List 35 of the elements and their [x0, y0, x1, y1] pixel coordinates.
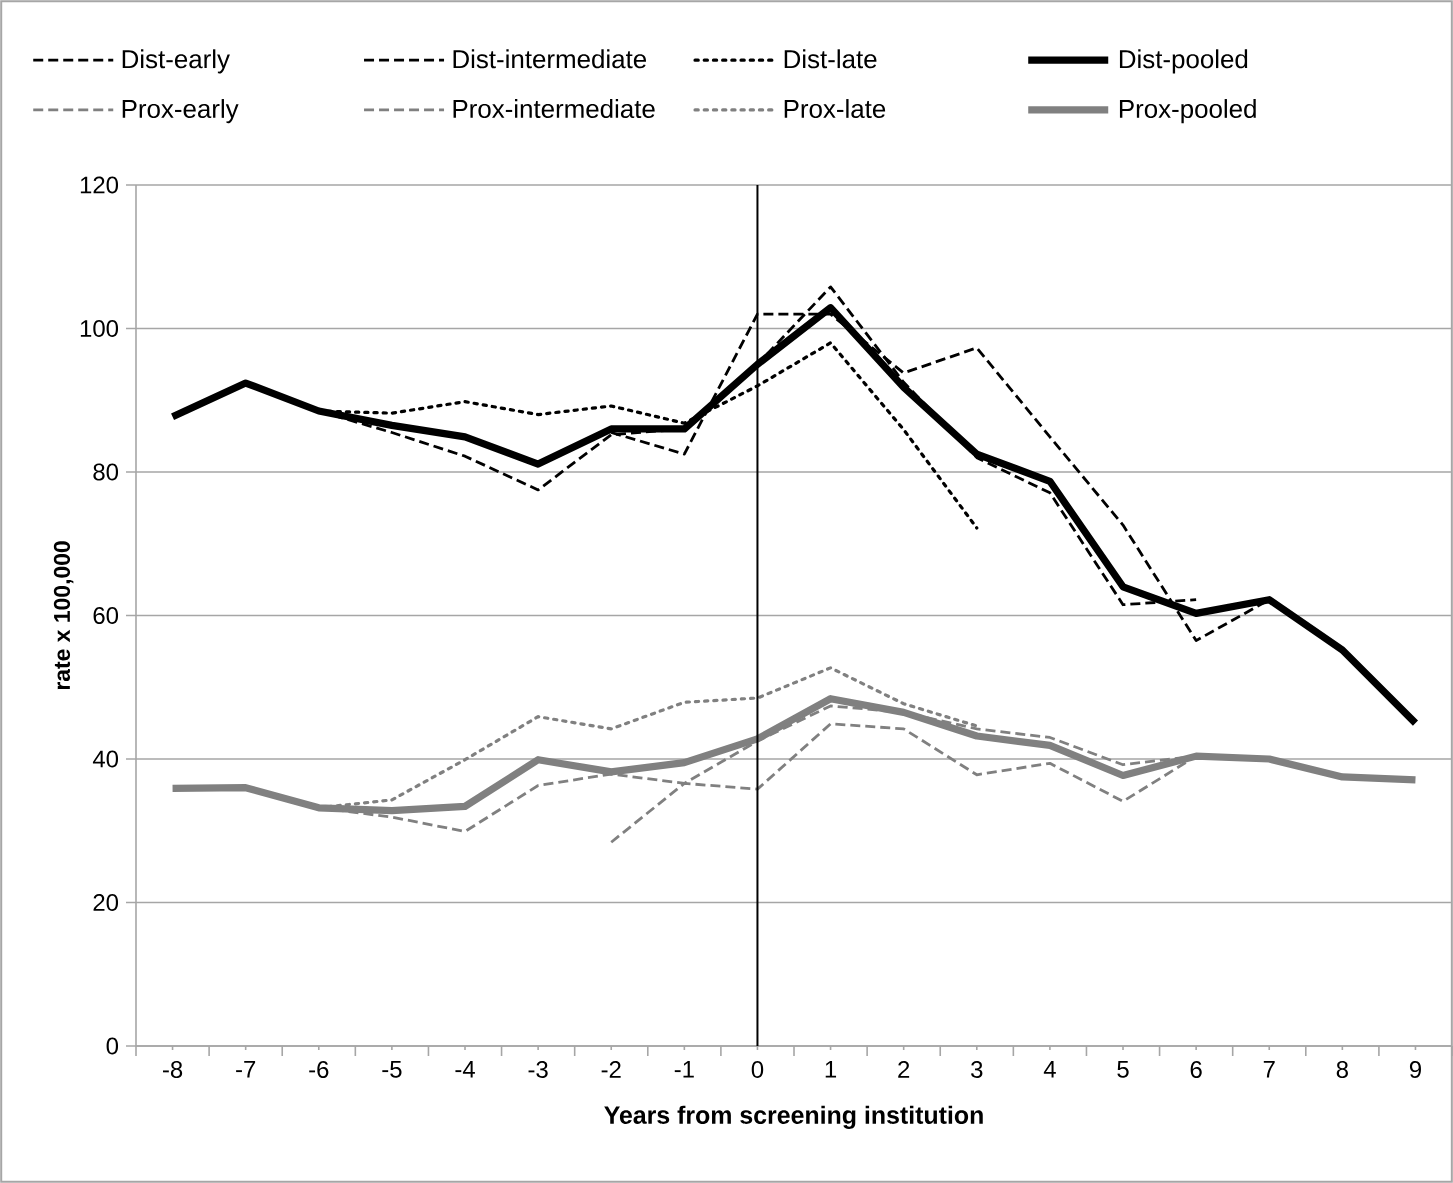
x-tick-label: -1: [674, 1061, 694, 1078]
legend-label: Prox-intermediate: [453, 99, 655, 119]
y-tick-label: 60: [93, 607, 119, 624]
y-tick-label: 0: [106, 1037, 119, 1055]
x-tick-label: -3: [528, 1061, 548, 1078]
x-tick-label: -4: [455, 1061, 475, 1078]
x-tick-label: 0: [751, 1061, 764, 1078]
legend-label: Dist-early: [122, 49, 230, 74]
x-axis-title: Years from screening institution: [604, 1105, 983, 1129]
y-tick-label: 20: [93, 894, 119, 911]
y-tick-label: 40: [92, 750, 119, 768]
y-axis-title: rate x 100,000: [53, 541, 74, 690]
x-tick-label: 4: [1043, 1061, 1056, 1078]
y-tick-label: 120: [80, 176, 119, 194]
legend-label: Prox-late: [784, 99, 886, 119]
y-tick-label: 100: [80, 320, 119, 337]
x-tick-label: -5: [382, 1061, 402, 1078]
x-tick-label: -8: [162, 1061, 183, 1078]
x-tick-label: 2: [898, 1061, 910, 1078]
legend-label: Prox-pooled: [1119, 99, 1256, 124]
legend-label: Prox-early: [122, 99, 239, 124]
legend-label: Dist-late: [784, 49, 877, 69]
x-tick-label: 1: [825, 1061, 837, 1078]
x-tick-label: 7: [1263, 1061, 1275, 1078]
x-tick-label: 6: [1190, 1061, 1202, 1078]
x-tick-label: -2: [601, 1061, 621, 1078]
x-tick-label: -6: [309, 1061, 329, 1078]
x-tick-label: 3: [971, 1061, 983, 1078]
x-tick-label: -7: [236, 1061, 256, 1078]
y-tick-label: 80: [93, 463, 119, 481]
legend-label: Dist-pooled: [1119, 49, 1248, 74]
x-tick-label: 5: [1117, 1061, 1129, 1078]
legend-label: Dist-intermediate: [453, 49, 647, 69]
x-tick-label: 8: [1336, 1061, 1348, 1078]
x-tick-label: 9: [1409, 1061, 1421, 1078]
